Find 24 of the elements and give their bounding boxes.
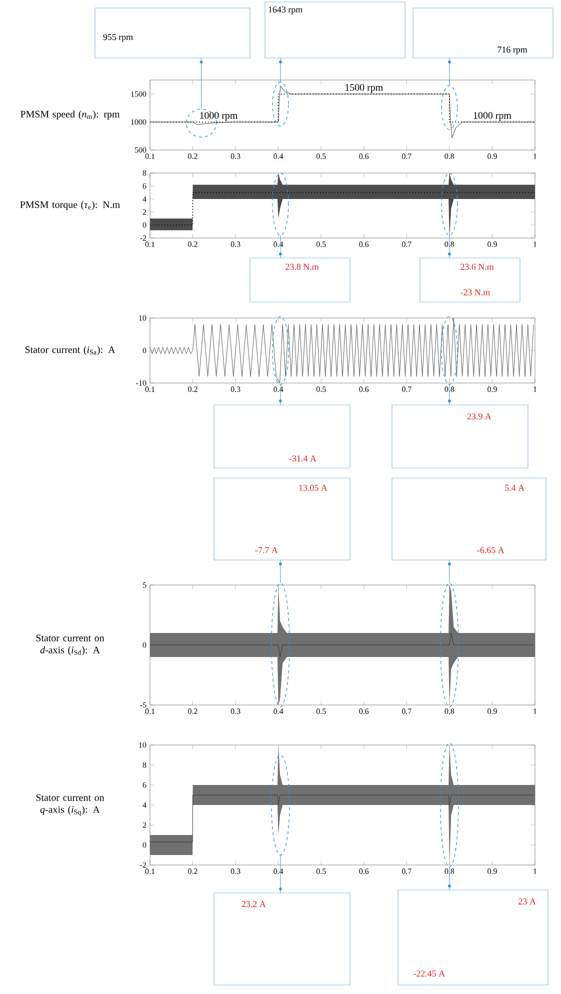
text: -7.7 A bbox=[255, 547, 278, 554]
y-axis-title: Stator current on q-axis (i$_{Sq}$): A bbox=[36, 794, 104, 816]
text: 1643 rpm bbox=[268, 6, 302, 14]
text: 23.6 N.m bbox=[460, 264, 494, 270]
text: -31.4 A bbox=[289, 456, 316, 462]
text: 955 rpm bbox=[103, 34, 133, 42]
text: 13.05 A bbox=[299, 484, 328, 491]
text: -23 N.m bbox=[460, 289, 490, 296]
text: 716 rpm bbox=[498, 46, 528, 54]
text: 23.2 A bbox=[242, 901, 266, 908]
text: 5.4 A bbox=[505, 484, 524, 491]
y-axis-title: Stator current (i$_{Sa}$): A bbox=[25, 346, 116, 356]
text: 23 A bbox=[518, 898, 536, 904]
y-axis-title: Stator current on d-axis (i$_{Sd}$): A bbox=[36, 634, 104, 656]
annotation: 1000 rpm bbox=[200, 112, 238, 121]
line-series bbox=[150, 318, 534, 384]
text: 23.9 A bbox=[467, 413, 492, 420]
annotation: 1000 rpm bbox=[474, 112, 512, 121]
annotation: 1500 rpm bbox=[346, 84, 383, 93]
text: 23.8 N.m bbox=[286, 264, 319, 270]
text: -6.65 A bbox=[477, 547, 504, 554]
text: -22.45 A bbox=[414, 970, 446, 977]
y-axis-title: PMSM torque (τ$_{e}$): N.m bbox=[20, 200, 120, 210]
y-axis-title: PMSM speed (n$_{m}$): rpm bbox=[20, 110, 120, 120]
